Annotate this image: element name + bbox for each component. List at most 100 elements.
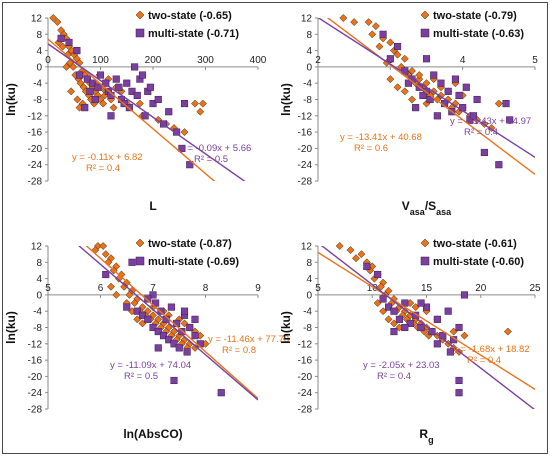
x-tick-label: 2: [315, 55, 321, 66]
data-point-two-state: [400, 54, 409, 63]
data-point-multi-state: [152, 299, 160, 307]
data-point-two-state: [191, 99, 199, 108]
y-tick-label: 0: [306, 62, 312, 73]
y-tick-label: -16: [28, 356, 43, 367]
data-point-two-state: [130, 299, 139, 308]
x-tick-label: 9: [255, 283, 261, 294]
data-point-multi-state: [506, 116, 514, 124]
data-point-two-state: [352, 254, 360, 263]
data-point-two-state: [73, 95, 82, 104]
data-point-two-state: [494, 99, 503, 108]
x-axis-title: Rg: [419, 427, 433, 445]
data-point-multi-state: [428, 328, 436, 336]
data-point-multi-state: [379, 30, 387, 38]
trendline-r2: R² = 0.5: [194, 154, 228, 165]
data-point-multi-state: [107, 112, 115, 120]
data-point-two-state: [107, 282, 115, 291]
y-axis-title: ln(ku): [279, 83, 293, 116]
y-tick-label: -28: [28, 405, 43, 416]
y-tick-label: -20: [298, 372, 313, 383]
scatter-chart-ln-absco: 12 8 4 0 -4 -8 -12 -16 -20 -24 -28 5 6 7 8 9 ln(ku) ln(Ab…: [4, 238, 289, 441]
data-point-multi-state: [455, 376, 463, 385]
y-tick-label: 4: [36, 46, 42, 57]
data-point-multi-state: [451, 75, 459, 83]
data-point-multi-state: [455, 91, 463, 99]
data-point-multi-state: [433, 315, 441, 323]
data-point-multi-state: [401, 299, 409, 307]
legend: two-state (-0.65) multi-state (-0.71): [135, 10, 239, 40]
y-tick-label: -4: [303, 79, 312, 90]
data-point-multi-state: [149, 100, 157, 108]
y-tick-label: -28: [298, 177, 313, 188]
trendline-equation: y = -0.09x + 5.66: [180, 143, 251, 154]
data-point-two-state: [371, 22, 380, 31]
data-point-multi-state: [390, 328, 398, 336]
y-tick-label: -4: [33, 79, 42, 90]
data-point-multi-state: [154, 344, 162, 352]
data-point-multi-state: [495, 161, 503, 169]
data-point-two-state: [408, 95, 416, 104]
data-point-two-state: [408, 67, 416, 75]
x-tick-label: 400: [250, 55, 267, 66]
data-point-multi-state: [191, 332, 199, 340]
data-point-two-state: [120, 282, 129, 291]
data-point-multi-state: [57, 34, 65, 42]
data-point-multi-state: [186, 161, 194, 169]
data-point-multi-state: [446, 348, 454, 356]
legend-marker-multi-state: [135, 28, 145, 38]
y-tick-label: -16: [28, 128, 43, 139]
y-tick-label: 12: [31, 14, 43, 25]
data-point-multi-state: [170, 340, 178, 348]
x-tick-label: 100: [92, 55, 109, 66]
data-point-multi-state: [466, 116, 474, 124]
data-point-multi-state: [180, 100, 189, 108]
series-multi-state: [363, 262, 469, 397]
trendline-equation: y = -11.09x + 74.04: [110, 360, 191, 371]
data-point-multi-state: [430, 71, 438, 79]
data-point-two-state: [415, 71, 424, 80]
trendline-two-state: [318, 251, 535, 390]
data-point-multi-state: [81, 104, 89, 112]
data-point-multi-state: [75, 71, 84, 79]
data-point-multi-state: [444, 87, 452, 95]
data-point-two-state: [335, 242, 344, 250]
data-point-multi-state: [149, 323, 157, 332]
data-point-multi-state: [138, 311, 147, 319]
data-point-multi-state: [65, 38, 73, 47]
data-point-two-state: [368, 30, 377, 39]
data-point-multi-state: [433, 112, 441, 120]
legend-marker-two-state: [135, 10, 145, 20]
legend-label: multi-state (-0.63): [433, 28, 524, 40]
data-point-multi-state: [154, 328, 162, 336]
y-tick-label: -12: [28, 111, 43, 122]
data-point-multi-state: [186, 323, 194, 332]
trendline-two-state: [85, 246, 258, 399]
data-point-multi-state: [123, 79, 131, 87]
trendline-equation: y = -1.68x + 18.82: [453, 344, 530, 355]
data-point-multi-state: [89, 79, 97, 87]
panel-ln-absco: 12 8 4 0 -4 -8 -12 -16 -20 -24 -28 5 6 7 8 9 ln(ku) ln(Ab…: [0, 228, 289, 456]
y-tick-label: -24: [28, 388, 43, 399]
data-point-multi-state: [175, 344, 183, 352]
data-point-multi-state: [167, 303, 175, 311]
data-point-multi-state: [426, 95, 434, 104]
data-point-multi-state: [144, 295, 152, 303]
data-point-two-state: [400, 87, 409, 96]
data-point-multi-state: [406, 319, 414, 327]
y-tick-label: 0: [306, 290, 312, 301]
data-point-multi-state: [217, 389, 225, 397]
trendline-multi-state: [78, 246, 258, 401]
y-tick-label: -24: [28, 160, 43, 171]
data-point-two-state: [386, 75, 395, 84]
x-axis-title: Vasa/Sasa: [402, 199, 452, 217]
x-tick-label: 15: [421, 283, 433, 294]
data-point-multi-state: [462, 83, 470, 91]
data-point-multi-state: [422, 55, 431, 63]
data-point-two-state: [339, 14, 348, 22]
data-point-multi-state: [133, 307, 141, 315]
data-point-multi-state: [165, 336, 173, 344]
data-point-two-state: [384, 315, 393, 324]
data-point-two-state: [196, 107, 205, 116]
trendline-r2: R² = 0.4: [377, 371, 411, 382]
